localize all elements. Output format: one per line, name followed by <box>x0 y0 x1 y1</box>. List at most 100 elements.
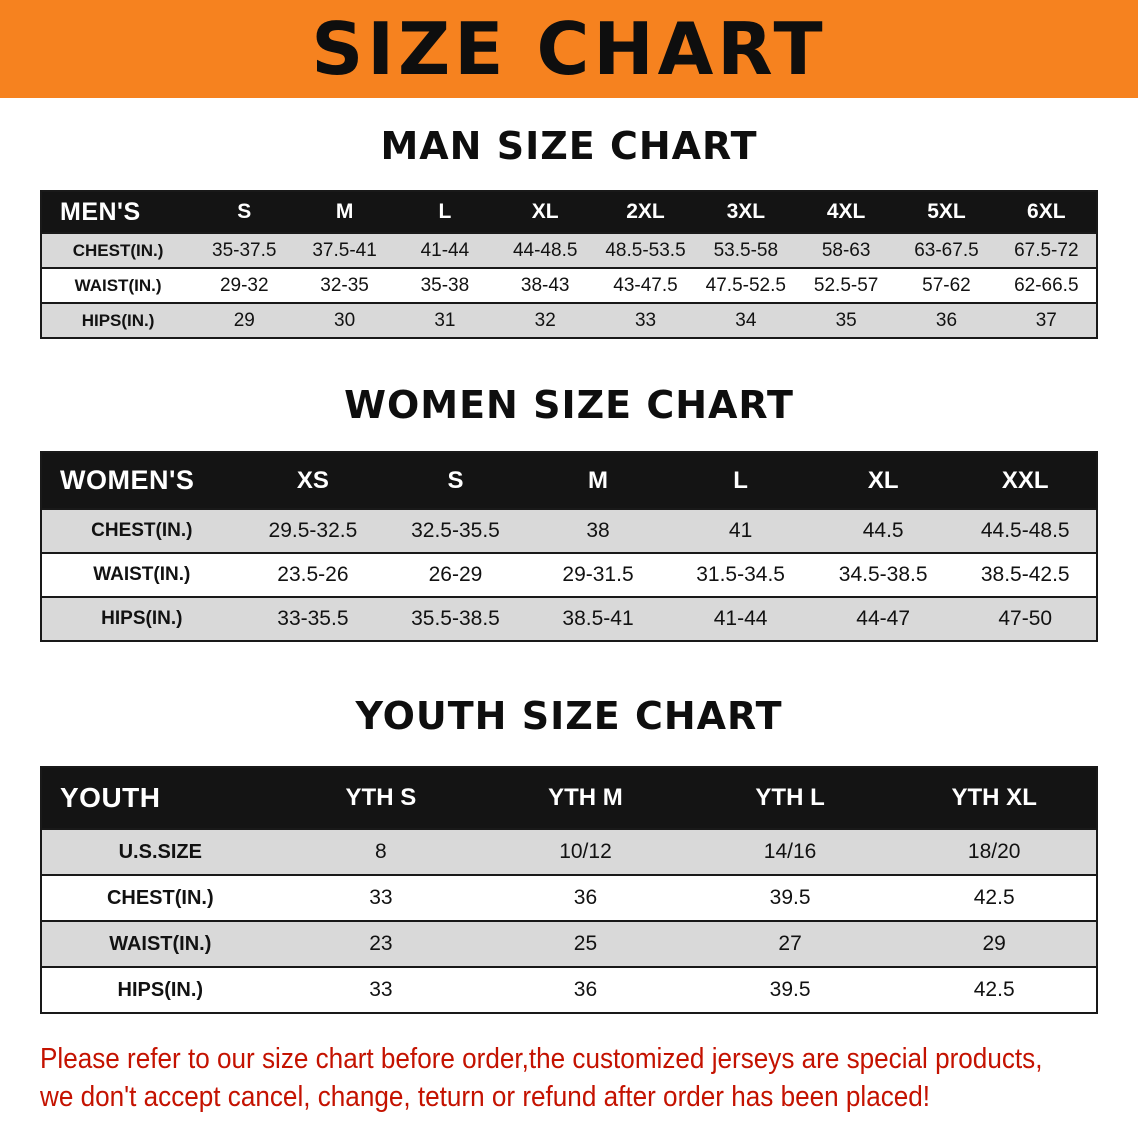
youth-size-header: YTH M <box>548 784 623 811</box>
youth-value-cell: 25 <box>573 932 598 955</box>
youth-value-cell: 36 <box>573 978 598 1001</box>
men-size-header: L <box>438 200 452 223</box>
youth-size-header: YTH L <box>755 784 825 811</box>
men-value-cell: 63-67.5 <box>914 239 979 261</box>
women-value-cell: 41-44 <box>713 607 768 630</box>
youth-value-cell: 10/12 <box>559 840 612 863</box>
women-size-header: M <box>588 466 609 494</box>
men-table-title: MEN'S <box>60 197 141 226</box>
men-value-cell: 58-63 <box>821 239 871 261</box>
youth-header-row: YOUTH YTH S YTH M YTH L YTH XL <box>41 767 1097 829</box>
men-value-cell: 34 <box>735 309 757 331</box>
note-line-1: Please refer to our size chart before or… <box>40 1043 1043 1075</box>
men-value-cell: 35-38 <box>420 274 470 296</box>
youth-row-label: CHEST(IN.) <box>106 886 214 909</box>
women-size-header: XL <box>867 466 899 494</box>
youth-value-cell: 33 <box>369 978 393 1001</box>
men-value-cell: 29 <box>233 309 255 331</box>
women-value-cell: 38 <box>586 519 610 542</box>
youth-row-label: HIPS(IN.) <box>117 978 204 1001</box>
youth-section-heading: YOUTH SIZE CHART <box>355 694 783 738</box>
men-value-cell: 62-66.5 <box>1014 274 1079 296</box>
youth-table-row: U.S.SIZE 8 10/12 14/16 18/20 <box>41 829 1097 875</box>
women-section-heading: WOMEN SIZE CHART <box>344 383 794 427</box>
women-size-header: S <box>447 466 464 494</box>
men-value-cell: 37.5-41 <box>312 239 377 261</box>
men-value-cell: 36 <box>935 309 958 331</box>
women-value-cell: 33-35.5 <box>277 607 349 630</box>
women-value-cell: 26-29 <box>428 563 483 586</box>
youth-value-cell: 27 <box>778 932 802 955</box>
note-line-2: we don't accept cancel, change, teturn o… <box>40 1081 931 1114</box>
youth-value-cell: 29 <box>982 932 1006 955</box>
men-value-cell: 67.5-72 <box>1014 239 1079 261</box>
men-row-label: CHEST(IN.) <box>72 240 164 260</box>
women-value-cell: 34.5-38.5 <box>838 563 928 586</box>
youth-value-cell: 8 <box>375 840 387 863</box>
title-banner: SIZE CHART <box>0 0 1138 98</box>
women-value-cell: 29.5-32.5 <box>268 519 358 542</box>
youth-value-cell: 18/20 <box>967 840 1021 863</box>
women-row-label: CHEST(IN.) <box>91 520 193 541</box>
men-value-cell: 35 <box>835 309 857 331</box>
women-header-row: WOMEN'S XS S M L XL XXL <box>41 452 1097 509</box>
youth-size-section: YOUTH SIZE CHART YOUTH YTH S YTH M YTH L YTH… <box>0 694 1138 1014</box>
women-row-label: WAIST(IN.) <box>93 564 191 585</box>
men-value-cell: 32 <box>534 309 556 331</box>
youth-size-header: YTH S <box>345 784 417 811</box>
men-size-header: 2XL <box>626 200 665 223</box>
men-size-section: MAN SIZE CHART MEN'S S M L XL 2XL 3XL 4XL 5XL 6XL… <box>0 124 1138 339</box>
men-value-cell: 37 <box>1035 309 1057 331</box>
youth-value-cell: 14/16 <box>763 840 817 863</box>
men-size-header: XL <box>531 200 559 223</box>
men-value-cell: 47.5-52.5 <box>705 274 786 296</box>
youth-table-row: CHEST(IN.) 33 36 39.5 42.5 <box>41 875 1097 921</box>
youth-table-row: HIPS(IN.) 33 36 39.5 42.5 <box>41 967 1097 1013</box>
women-value-cell: 32.5-35.5 <box>411 519 500 542</box>
men-value-cell: 48.5-53.5 <box>605 239 686 261</box>
women-value-cell: 31.5-34.5 <box>696 563 785 586</box>
men-value-cell: 57-62 <box>922 274 971 296</box>
men-size-header: 6XL <box>1027 200 1066 223</box>
men-header-row: MEN'S S M L XL 2XL 3XL 4XL 5XL 6XL <box>41 191 1097 233</box>
youth-table-row: WAIST(IN.) 23 25 27 29 <box>41 921 1097 967</box>
youth-size-header: YTH XL <box>951 784 1037 811</box>
men-value-cell: 29-32 <box>219 274 269 296</box>
women-value-cell: 38.5-42.5 <box>980 563 1070 586</box>
women-value-cell: 29-31.5 <box>562 563 634 586</box>
men-value-cell: 53.5-58 <box>713 239 779 261</box>
women-value-cell: 35.5-38.5 <box>411 607 500 630</box>
men-value-cell: 31 <box>434 309 456 331</box>
men-value-cell: 38-43 <box>520 274 570 296</box>
youth-value-cell: 36 <box>573 886 598 909</box>
men-size-header: 4XL <box>826 200 866 223</box>
page-title: SIZE CHART <box>311 7 827 91</box>
women-table-row: HIPS(IN.) 33-35.5 35.5-38.5 38.5-41 41-44 44-… <box>41 597 1097 641</box>
women-value-cell: 38.5-41 <box>562 607 634 630</box>
youth-value-cell: 39.5 <box>769 886 811 909</box>
women-value-cell: 23.5-26 <box>277 563 349 586</box>
youth-row-label: WAIST(IN.) <box>109 932 212 955</box>
women-size-header: XS <box>296 466 329 494</box>
men-value-cell: 43-47.5 <box>613 274 678 296</box>
youth-value-cell: 33 <box>369 886 393 909</box>
men-row-label: HIPS(IN.) <box>81 310 155 330</box>
youth-row-label: U.S.SIZE <box>118 840 202 863</box>
women-size-header: XXL <box>1001 466 1049 494</box>
women-row-label: HIPS(IN.) <box>101 608 183 629</box>
men-size-header: M <box>335 200 354 223</box>
women-table-row: WAIST(IN.) 23.5-26 26-29 29-31.5 31.5-34.5 34… <box>41 553 1097 597</box>
men-table-row: CHEST(IN.) 35-37.5 37.5-41 41-44 44-48.5 48.5… <box>41 233 1097 268</box>
women-size-table: WOMEN'S XS S M L XL XXL CHEST(IN.) 29.5-32.5 32.5… <box>40 451 1098 642</box>
men-section-heading: MAN SIZE CHART <box>380 124 758 168</box>
women-value-cell: 47-50 <box>998 607 1053 630</box>
youth-table-title: YOUTH <box>60 782 161 813</box>
men-size-header: S <box>237 200 252 223</box>
order-note: Please refer to our size chart before or… <box>0 1040 1138 1117</box>
women-value-cell: 44.5-48.5 <box>980 519 1070 542</box>
youth-value-cell: 39.5 <box>769 978 811 1001</box>
men-value-cell: 41-44 <box>420 239 470 261</box>
men-size-header: 3XL <box>726 200 766 223</box>
men-value-cell: 30 <box>334 309 356 331</box>
